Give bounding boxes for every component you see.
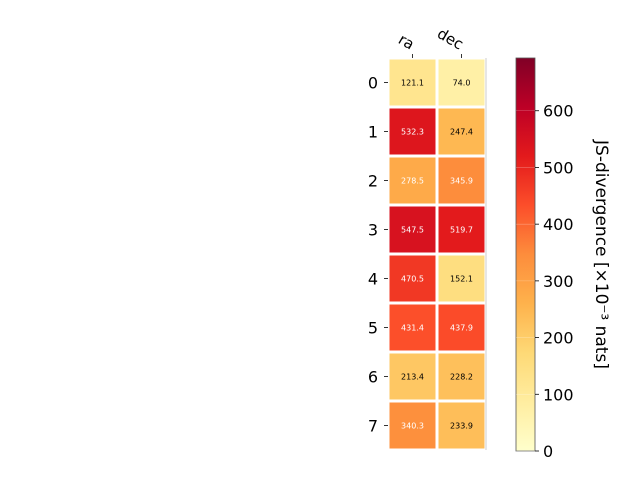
y-tick-label: 7 [368, 417, 378, 436]
heatmap-cell [438, 304, 485, 351]
cell-value-label: 345.9 [450, 177, 473, 186]
heatmap-cell [438, 206, 485, 253]
cell-value-label: 213.4 [401, 373, 424, 382]
colorbar-tick-label: 500 [543, 158, 574, 177]
colorbar-tick-label: 0 [543, 442, 553, 461]
heatmap-cell [389, 402, 436, 449]
y-axis-ticks: 0 1 2 3 4 5 6 7 [368, 74, 388, 436]
x-tick-label: dec [434, 24, 466, 53]
colorbar-label: JS-divergence [×10⁻³ nats] [591, 139, 611, 369]
heatmap-cell [438, 402, 485, 449]
heatmap-grid: 121.1 74.0 532.3 247.4 278.5 345.9 547.5 519.7 4… [389, 58, 487, 450]
colorbar-ticks: 0 100 200 300 400 500 600 [516, 102, 574, 461]
cell-value-label: 74.0 [453, 79, 471, 88]
heatmap-cell [438, 157, 485, 204]
y-tick-label: 3 [368, 221, 378, 240]
cell-value-label: 121.1 [401, 79, 424, 88]
x-axis-ticks: ra dec [395, 24, 467, 58]
cell-value-label: 233.9 [450, 422, 473, 431]
colorbar-tick-label: 300 [543, 272, 574, 291]
y-tick-label: 2 [368, 172, 378, 191]
y-tick-label: 1 [368, 123, 378, 142]
heatmap-cell [389, 59, 436, 106]
heatmap-cell [438, 255, 485, 302]
heatmap-cell [438, 59, 485, 106]
cell-value-label: 470.5 [401, 275, 424, 284]
cell-value-label: 278.5 [401, 177, 424, 186]
heatmap-cell [389, 353, 436, 400]
cell-value-label: 152.1 [450, 275, 473, 284]
colorbar-bar [515, 57, 536, 452]
y-tick-label: 6 [368, 368, 378, 387]
cell-value-label: 340.3 [401, 422, 424, 431]
cell-value-label: 532.3 [401, 128, 424, 137]
cell-value-label: 431.4 [401, 324, 424, 333]
cell-value-label: 547.5 [401, 226, 424, 235]
heatmap-cell [389, 304, 436, 351]
cell-value-label: 228.2 [450, 373, 473, 382]
colorbar: 0 100 200 300 400 500 600 JS-divergence [×10⁻³… [515, 57, 611, 461]
x-tick-label: ra [395, 30, 417, 53]
cell-value-label: 519.7 [450, 226, 473, 235]
cell-value-label: 437.9 [450, 324, 473, 333]
heatmap-cell [389, 108, 436, 155]
y-tick-label: 0 [368, 74, 378, 93]
colorbar-tick-label: 400 [543, 215, 574, 234]
y-tick-label: 5 [368, 319, 378, 338]
heatmap-cell [438, 353, 485, 400]
heatmap-cell [389, 206, 436, 253]
colorbar-tick-label: 200 [543, 329, 574, 348]
cell-value-label: 247.4 [450, 128, 473, 137]
heatmap-cell [389, 255, 436, 302]
colorbar-tick-label: 600 [543, 102, 574, 121]
y-tick-label: 4 [368, 270, 378, 289]
colorbar-tick-label: 100 [543, 385, 574, 404]
heatmap-cell [438, 108, 485, 155]
heatmap-cell [389, 157, 436, 204]
